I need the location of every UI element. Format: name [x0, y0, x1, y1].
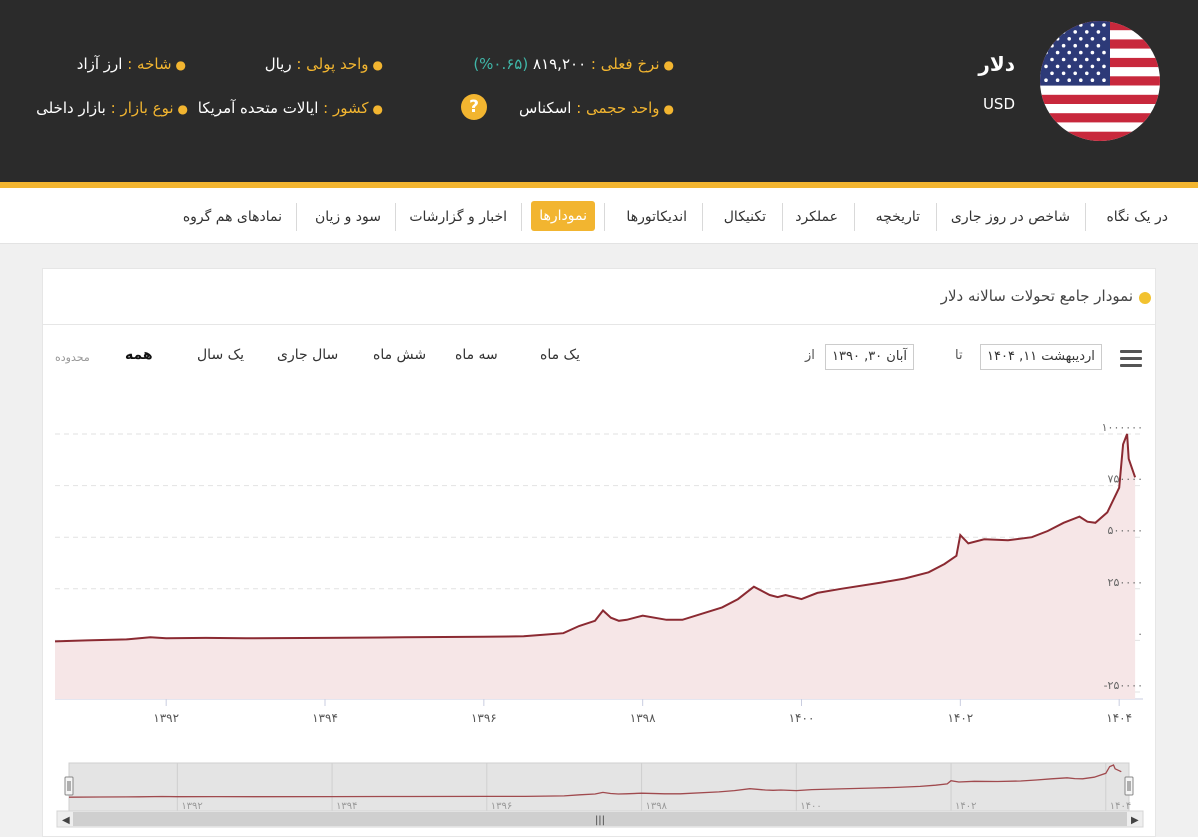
- monetary-unit-label: واحد پولی :: [296, 55, 369, 73]
- y-tick-label: ۰: [1137, 627, 1143, 640]
- x-tick-label: ۱۴۰۴: [1106, 711, 1132, 725]
- x-tick-label: ۱۳۹۶: [471, 711, 497, 725]
- branch-label: شاخه :: [127, 55, 172, 73]
- range-one-month-button[interactable]: یک ماه: [540, 347, 580, 363]
- current-rate-info: ●نرخ فعلی : ۸۱۹,۲۰۰ (۰.۶۵%): [473, 55, 674, 73]
- branch-info: ●شاخه : ارز آزاد: [76, 55, 186, 73]
- navigator-scrollbar-thumb: [73, 812, 1127, 826]
- navigator-handle: [64, 776, 74, 796]
- navigator-tick-label: ۱۳۹۴: [336, 801, 357, 812]
- series-line: [54, 433, 1137, 643]
- question-circle-icon[interactable]: ?: [461, 94, 487, 120]
- currency-name: دلار: [978, 52, 1015, 76]
- navigator-tick-label: ۱۴۰۲: [955, 801, 976, 812]
- navigator-tick-label: ۱۴۰۴: [1110, 801, 1131, 812]
- monetary-unit-value: ریال: [264, 55, 292, 73]
- rate-change: (۰.۶۵%): [473, 55, 529, 73]
- current-rate-value: ۸۱۹,۲۰۰: [533, 55, 587, 73]
- scroll-right-arrow-icon: ▶: [1131, 815, 1139, 826]
- tab-indicators[interactable]: اندیکاتورها: [626, 209, 687, 225]
- hamburger-menu-icon[interactable]: [1120, 350, 1142, 368]
- market-type-info: ●نوع بازار : بازار داخلی: [36, 99, 188, 117]
- us-flag-icon: [1040, 21, 1160, 141]
- market-type-value: بازار داخلی: [36, 99, 106, 117]
- volume-unit-info: ●واحد حجمی : اسکناس: [519, 99, 674, 117]
- tab-news-reports[interactable]: اخبار و گزارشات: [409, 209, 507, 225]
- tab-performance[interactable]: عملکرد: [795, 209, 838, 225]
- x-tick-label: ۱۳۹۴: [312, 711, 338, 725]
- range-three-months-button[interactable]: سه ماه: [455, 347, 498, 363]
- scroll-left-arrow-icon: ◀: [62, 815, 70, 826]
- y-tick-label: ۲۵۰۰۰۰: [1108, 576, 1143, 589]
- tab-peer-symbols[interactable]: نمادهای هم گروه: [182, 209, 282, 225]
- from-label: از: [805, 348, 815, 363]
- market-type-label: نوع بازار :: [110, 99, 174, 117]
- country-info: ●کشور : ایالات متحده آمریکا: [197, 99, 383, 117]
- navigator-tick-label: ۱۳۹۶: [491, 801, 512, 812]
- tab-history[interactable]: تاریخچه: [875, 209, 920, 225]
- header-accent-stripe: [0, 182, 1198, 188]
- y-tick-label: ۵۰۰۰۰۰: [1108, 524, 1143, 537]
- branch-value: ارز آزاد: [76, 55, 123, 73]
- monetary-unit-info: ●واحد پولی : ریال: [264, 55, 383, 73]
- y-tick-label: ۱۰۰۰۰۰۰: [1102, 421, 1143, 434]
- navigator-scrollbar-track: [56, 810, 1144, 828]
- tab-charts[interactable]: نمودارها: [531, 201, 595, 231]
- volume-unit-value: اسکناس: [519, 99, 572, 117]
- x-tick-label: ۱۴۰۲: [947, 711, 973, 725]
- navigator-series: [68, 764, 1122, 798]
- range-six-months-button[interactable]: شش ماه: [373, 347, 427, 363]
- to-date-input[interactable]: اردیبهشت ۱۱, ۱۴۰۴: [980, 344, 1102, 370]
- symbol-tabs: در یک نگاه شاخص در روز جاری تاریخچه عملک…: [0, 188, 1198, 244]
- tab-technical[interactable]: تکنیکال: [723, 209, 766, 225]
- scrollbar-grip-icon: |||: [595, 815, 605, 826]
- navigator-tick-label: ۱۳۹۸: [646, 801, 668, 812]
- volume-unit-label: واحد حجمی :: [576, 99, 660, 117]
- navigator-tick-label: ۱۳۹۲: [181, 801, 202, 812]
- country-label: کشور :: [323, 99, 369, 117]
- range-all-button[interactable]: همه: [125, 347, 153, 363]
- x-tick-label: ۱۳۹۲: [153, 711, 179, 725]
- range-label: محدوده: [55, 351, 90, 364]
- navigator-window: [68, 762, 1130, 812]
- symbol-header: دلار USD ●نرخ فعلی : ۸۱۹,۲۰۰ (۰.۶۵%) ●وا…: [0, 0, 1198, 182]
- series-area: [55, 434, 1136, 699]
- y-tick-label: -۲۵۰۰۰۰: [1104, 679, 1143, 692]
- tab-intraday-index[interactable]: شاخص در روز جاری: [950, 209, 1070, 225]
- y-tick-label: ۷۵۰۰۰۰: [1108, 473, 1143, 486]
- chart-title: نمودار جامع تحولات سالانه دلار: [940, 287, 1133, 305]
- range-one-year-button[interactable]: یک سال: [197, 347, 245, 363]
- country-value: ایالات متحده آمریکا: [197, 99, 319, 117]
- currency-code: USD: [982, 95, 1015, 113]
- chart-card: نمودار جامع تحولات سالانه دلار محدوده هم…: [42, 268, 1156, 837]
- x-tick-label: ۱۴۰۰: [789, 711, 815, 725]
- tab-profit-loss[interactable]: سود و زیان: [314, 209, 381, 225]
- from-date-input[interactable]: آبان ۳۰, ۱۳۹۰: [825, 344, 915, 370]
- current-rate-label: نرخ فعلی :: [590, 55, 660, 73]
- x-tick-label: ۱۳۹۸: [630, 711, 656, 725]
- navigator-handle: [1124, 776, 1134, 796]
- navigator-tick-label: ۱۴۰۰: [800, 801, 821, 812]
- tab-at-a-glance[interactable]: در یک نگاه: [1106, 209, 1168, 225]
- to-label: تا: [955, 348, 963, 363]
- title-bullet-icon: [1139, 292, 1151, 304]
- range-current-year-button[interactable]: سال جاری: [277, 347, 339, 363]
